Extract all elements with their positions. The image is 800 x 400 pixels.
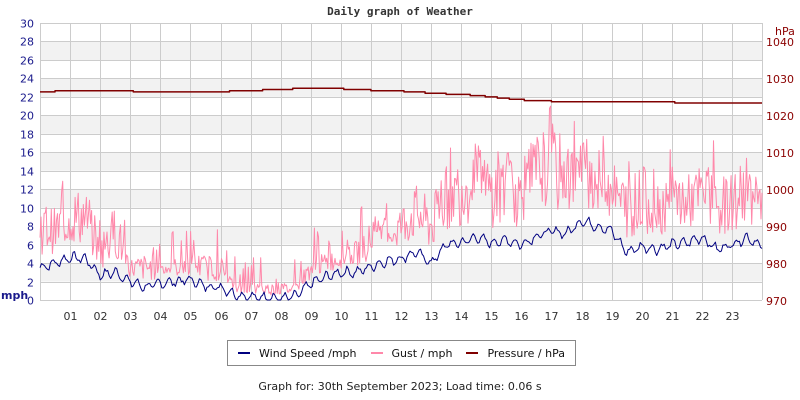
y-axis-title: mph [1,289,28,302]
y-tick-label: 28 [20,36,34,49]
x-tick-label: 16 [515,310,529,323]
x-tick-label: 05 [184,310,198,323]
x-tick-label: 14 [455,310,469,323]
y2-tick-label: 970 [766,295,787,308]
x-tick-label: 15 [485,310,499,323]
legend-label-pressure: Pressure / hPa [487,346,565,360]
y-tick-label: 16 [20,147,34,160]
series-lines [39,87,763,301]
x-tick-label: 11 [365,310,379,323]
y-tick-label: 0 [27,295,34,308]
wind-speed-swatch-icon [238,352,251,354]
footer-status: Graph for: 30th September 2023; Load tim… [258,380,542,393]
x-tick-label: 09 [305,310,319,323]
y2-tick-label: 1010 [766,147,794,160]
y-tick-label: 22 [20,92,34,105]
y-tick-label: 26 [20,55,34,68]
grid-lines [40,23,763,301]
legend: Wind Speed /mph Gust / mph Pressure / hP… [227,340,576,366]
x-tick-label: 08 [275,310,289,323]
x-tick-label: 01 [64,310,78,323]
y-tick-label: 18 [20,129,34,142]
x-tick-label: 02 [94,310,108,323]
y-tick-label: 20 [20,110,34,123]
chart-title: Daily graph of Weather [327,5,473,18]
y2-tick-label: 980 [766,258,787,271]
y2-tick-label: 1000 [766,184,794,197]
legend-item-gust: Gust / mph [370,346,453,360]
x-tick-label: 07 [245,310,259,323]
wind-speed-line [39,216,763,301]
x-tick-label: 10 [335,310,349,323]
legend-item-wind-speed: Wind Speed /mph [238,347,357,360]
y-tick-label: 14 [20,166,34,179]
y-tick-label: 4 [27,258,34,271]
y-tick-label: 8 [27,221,34,234]
legend-label-wind-speed: Wind Speed /mph [259,346,357,360]
y2-axis-title: hPa [775,25,795,38]
x-tick-label: 12 [395,310,409,323]
x-tick-label: 13 [425,310,439,323]
x-tick-label: 22 [696,310,710,323]
y2-tick-label: 1040 [766,36,794,49]
y-tick-label: 2 [27,277,34,290]
y-tick-label: 6 [27,240,34,253]
y-tick-label: 24 [20,73,34,86]
gust-line [39,105,763,296]
y-tick-label: 12 [20,184,34,197]
y-tick-label: 30 [20,18,34,31]
x-tick-label: 17 [545,310,559,323]
pressure-swatch-icon [466,352,479,354]
y2-tick-label: 1030 [766,73,794,86]
x-tick-label: 19 [606,310,620,323]
legend-label-gust: Gust / mph [391,346,453,360]
x-tick-label: 06 [215,310,229,323]
legend-item-pressure: Pressure / hPa [466,347,565,360]
gust-swatch-icon [370,352,383,354]
pressure-line [40,87,762,104]
x-tick-label: 23 [726,310,740,323]
y2-tick-label: 1020 [766,110,794,123]
x-tick-label: 18 [576,310,590,323]
x-tick-label: 04 [154,310,168,323]
x-tick-label: 03 [124,310,138,323]
y-tick-label: 10 [20,203,34,216]
x-tick-label: 21 [666,310,680,323]
x-tick-label: 20 [636,310,650,323]
y2-tick-label: 990 [766,221,787,234]
